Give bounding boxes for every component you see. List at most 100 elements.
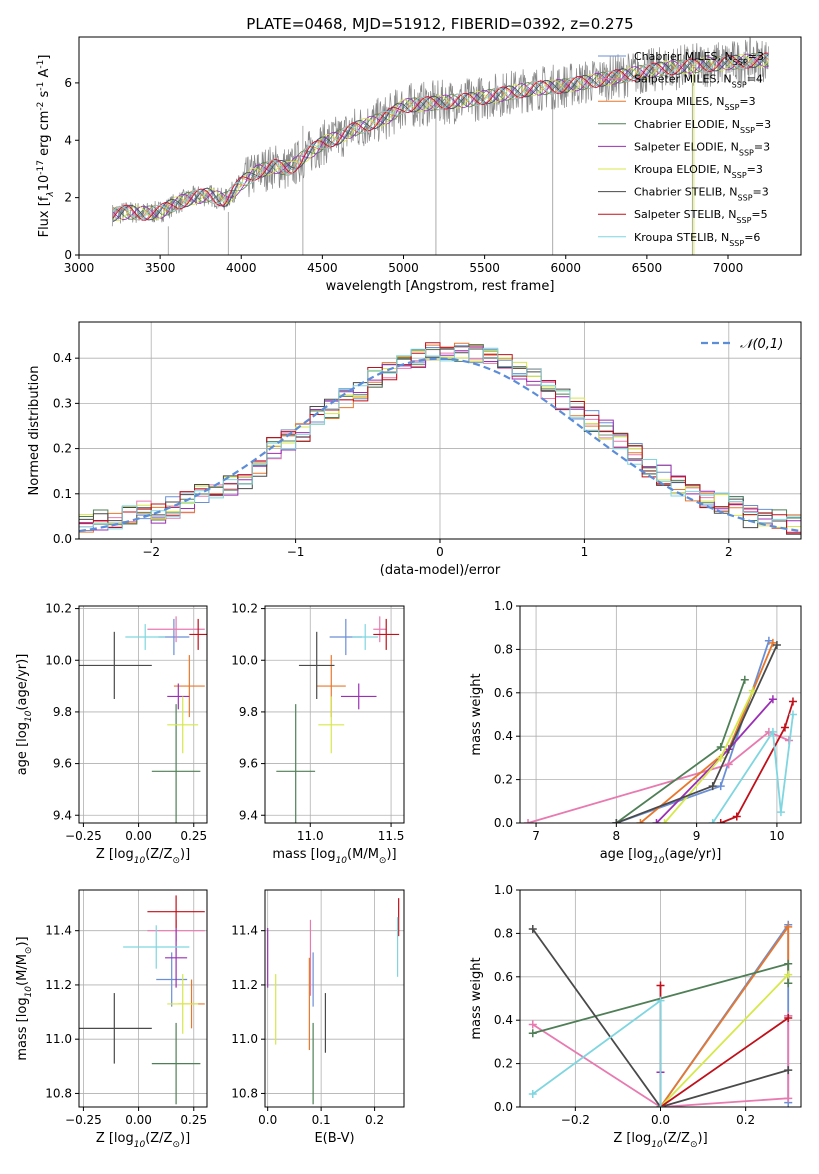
errorbar-point [167,974,199,1034]
errorbar-point [373,618,400,650]
y-tick-label: 10.8 [45,1086,72,1100]
y-tick-label: 4 [64,133,72,147]
x-tick-label: 6000 [550,261,581,275]
y-axis-label: Flux [fλ10-17 erg cm-2 s-1 A-1] [36,55,56,238]
axes-frame [78,889,208,1108]
x-tick-label: 11.0 [297,829,324,843]
cumulative-marker [652,819,661,823]
axes-frame [264,605,405,824]
cumulative-marker [780,723,789,732]
cumulative-line [720,701,794,823]
cumulative-marker [784,959,793,968]
x-tick-label: 9 [693,829,701,843]
cumulative-marker [784,922,793,931]
cumulative-marker [764,636,773,645]
cumulative-line [616,640,770,823]
errorbar-point [167,683,190,710]
y-axis-label: mass weight [469,957,484,1039]
x-tick-label: 6500 [632,261,663,275]
legend-label: Chabrier MILES, NSSP=3 [634,50,764,67]
y-tick-label: 0.0 [494,816,513,830]
x-tick-label: 0.2 [736,1113,755,1127]
x-tick-label: 7 [532,829,540,843]
axes-cumulative-age: 7 8 9 10 0.0 0.2 0.4 0.6 0.8 1.0 age [log10(age/yr… [469,599,802,866]
errorbar-point [151,704,201,823]
cumulative-marker [528,925,537,934]
legend-label: Chabrier STELIB, NSSP=3 [634,186,769,203]
y-tick-label: 0.2 [494,773,513,787]
cumulative-line [659,924,790,1107]
x-tick-label: 0.25 [180,1113,207,1127]
y-tick-label: 9.8 [239,705,258,719]
x-tick-label: 2 [725,545,733,559]
y-tick-label: 11.2 [45,978,72,992]
legend-label: Salpeter STELIB, NSSP=5 [634,208,768,225]
y-tick-label: 0.0 [53,532,72,546]
x-tick-label: 10 [769,829,784,843]
x-axis-label: Z [log10(Z/Z⊙)] [96,1131,190,1150]
cumulative-line [711,714,794,823]
y-axis-label: age [log10(age/yr)] [15,654,34,776]
y-tick-label: 0.3 [53,396,72,410]
x-tick-label: −0.2 [561,1113,590,1127]
y-tick-label: 0.8 [494,926,513,940]
errorbar-point [125,624,166,650]
cumulative-marker [708,782,717,791]
cumulative-marker [716,819,725,823]
cumulative-marker [776,808,785,817]
y-tick-label: 0.6 [494,686,513,700]
histogram-step [79,346,801,539]
y-tick-label: 2 [64,191,72,205]
cumulative-marker [788,710,797,719]
x-tick-label: 4500 [307,261,338,275]
errorbar-point [167,696,199,754]
x-tick-label: 4000 [226,261,257,275]
y-tick-label: 0.0 [494,1100,513,1114]
spectrum-model-line [112,52,769,221]
errorbar-point [173,655,205,718]
cumulative-marker [732,812,741,821]
y-tick-label: 0 [64,248,72,262]
cumulative-marker [768,695,777,704]
x-tick-label: 3500 [145,261,176,275]
legend-label: 𝒩(0,1) [740,337,783,352]
y-tick-label: 0.2 [494,1057,513,1071]
plot-area-residuals [79,342,801,539]
x-tick-label: 8 [613,829,621,843]
y-tick-label: 9.6 [239,757,258,771]
y-tick-label: 0.4 [53,351,72,365]
figure-title: PLATE=0468, MJD=51912, FIBERID=0392, z=0… [246,15,633,33]
x-tick-label: 0.25 [180,829,207,843]
x-axis-label: wavelength [Angstrom, rest frame] [326,279,555,294]
x-tick-label: 0 [436,545,444,559]
x-tick-label: 0.1 [312,1113,331,1127]
cumulative-marker [784,1094,793,1103]
x-tick-label: −1 [287,545,305,559]
errorbar-point [298,631,335,699]
errorbar-point [147,616,205,643]
cumulative-line [639,642,774,823]
legend-label: Chabrier ELODIE, NSSP=3 [634,118,771,135]
y-tick-label: 9.6 [53,757,72,771]
axes-residuals: −2 −1 0 1 2 0.0 0.1 0.2 0.3 0.4 (data-model)/error… [27,321,802,578]
axes-mass-vs-Z: −0.25 0.00 0.25 10.8 11.0 11.2 11.4 Z [log10(Z/… [15,889,208,1150]
errorbar-point [156,952,188,1007]
cumulative-marker [656,996,665,1005]
cumulative-line [527,730,790,823]
errorbar-point [189,618,207,650]
y-axis-label: mass [log10(M/M⊙)] [15,936,34,1060]
histogram-step [79,342,801,539]
y-tick-label: 0.1 [53,487,72,501]
x-tick-label: 3000 [64,261,95,275]
cumulative-marker [716,743,725,752]
y-tick-label: 10.0 [231,653,258,667]
cumulative-marker [528,1089,537,1098]
cumulative-marker [524,819,533,823]
x-axis-label: Z [log10(Z/Z⊙)] [96,847,190,866]
cumulative-line [659,973,789,1107]
cumulative-marker [716,753,725,762]
x-tick-label: 5000 [388,261,419,275]
errorbar-point [318,696,345,754]
errorbar-point [123,925,190,969]
x-axis-label: age [log10(age/yr)] [600,847,722,866]
